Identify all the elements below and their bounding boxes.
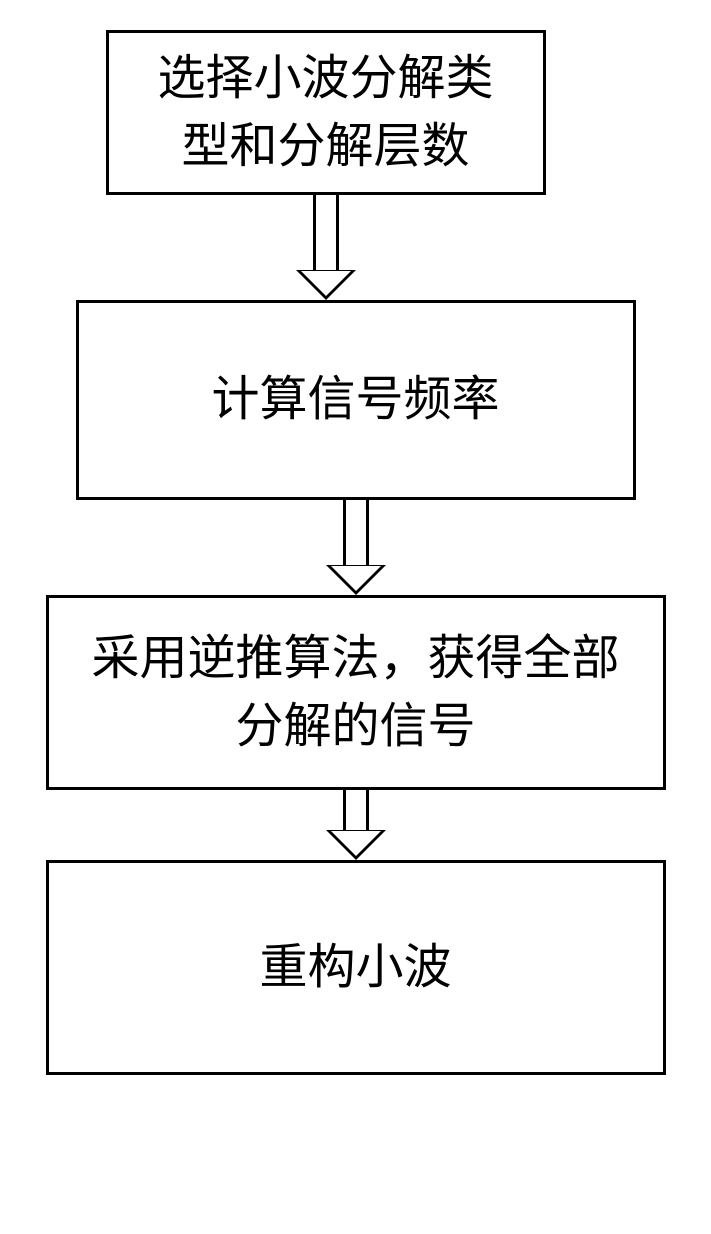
flowchart-node-4: 重构小波 (46, 860, 666, 1075)
arrow-head-icon (296, 270, 356, 300)
flowchart-node-2: 计算信号频率 (76, 300, 636, 500)
node-text: 重构小波 (259, 934, 451, 1001)
node-text: 选择小波分解类型和分解层数 (139, 45, 513, 179)
flowchart-arrow-2 (326, 500, 386, 595)
arrow-head-icon (326, 830, 386, 860)
arrow-shaft (343, 790, 369, 830)
arrow-shaft (343, 500, 369, 565)
node-text: 采用逆推算法，获得全部分解的信号 (79, 625, 633, 759)
flowchart-arrow-3 (326, 790, 386, 860)
arrow-head-icon (326, 565, 386, 595)
node-text: 计算信号频率 (211, 366, 499, 433)
flowchart-container: 选择小波分解类型和分解层数 计算信号频率 采用逆推算法，获得全部分解的信号 重构… (0, 30, 711, 1075)
arrow-shaft (313, 195, 339, 270)
flowchart-node-3: 采用逆推算法，获得全部分解的信号 (46, 595, 666, 790)
flowchart-node-1: 选择小波分解类型和分解层数 (106, 30, 546, 195)
flowchart-arrow-1 (296, 195, 356, 300)
